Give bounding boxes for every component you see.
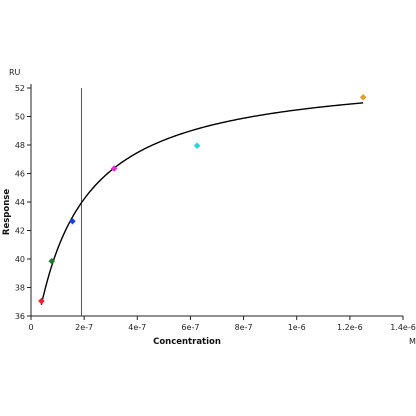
fit-curve [40,102,364,305]
x-tick-label: 1.2e-6 [337,323,363,332]
y-tick-label: 42 [15,227,25,236]
x-axis-title: Concentration [153,337,221,347]
x-tick-label: 2e-7 [75,323,93,332]
data-point [110,165,118,172]
data-point [38,297,45,305]
y-tick-label: 38 [15,284,25,293]
y-tick-label: 48 [15,141,25,150]
y-tick-label: 44 [15,198,25,207]
x-unit-label: M [409,337,416,346]
y-tick-label: 52 [15,84,25,93]
x-tick-label: 8e-7 [235,323,253,332]
data-point [48,257,56,265]
y-tick-label: 40 [15,255,25,264]
fit-curve-group [40,102,364,305]
x-tick-label: 6e-7 [181,323,199,332]
x-tick-label: 1.4e-6 [390,323,416,332]
y-unit-label: RU [9,68,21,77]
data-point [359,93,367,101]
axes [30,84,403,317]
data-points [38,93,367,305]
data-point [193,142,201,150]
x-tick-label: 0 [28,323,33,332]
x-tick-label: 1e-6 [288,323,306,332]
ticks: 0 2e-7 4e-7 6e-7 8e-7 1e-6 1.2e-6 1.4e-6 36 38 40 4… [15,84,416,332]
data-point [69,217,76,225]
y-axis-title: Response [2,189,12,235]
y-tick-label: 36 [15,312,25,321]
x-tick-label: 4e-7 [128,323,146,332]
y-tick-label: 50 [15,113,25,122]
y-tick-label: 46 [15,170,25,179]
